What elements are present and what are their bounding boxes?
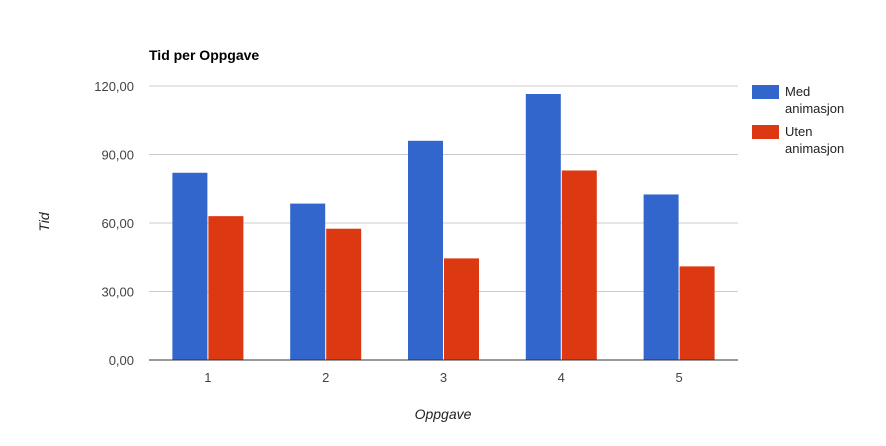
legend: Med animasjon Uten animasjon [752, 84, 844, 156]
x-tick-label: 1 [204, 370, 211, 385]
y-tick-label: 60,00 [101, 216, 134, 231]
y-tick-label: 0,00 [109, 353, 134, 368]
x-tick-label: 3 [440, 370, 447, 385]
x-axis-title: Oppgave [415, 406, 472, 422]
y-tick-label: 90,00 [101, 148, 134, 163]
bar-uten-1 [208, 216, 244, 360]
legend-label: animasjon [785, 101, 844, 116]
legend-label: animasjon [785, 141, 844, 156]
bar-uten-3 [444, 258, 479, 360]
y-axis-ticks: 0,00 30,00 60,00 90,00 120,00 [94, 79, 134, 368]
bar-med-1 [172, 172, 208, 360]
legend-swatch [752, 85, 779, 99]
y-tick-label: 120,00 [94, 79, 134, 94]
y-axis-title: Tid [36, 211, 52, 232]
y-tick-label: 30,00 [101, 285, 134, 300]
bar-med-2 [290, 203, 326, 360]
gridlines [149, 85, 738, 292]
bars [172, 93, 715, 360]
x-tick-label: 5 [675, 370, 682, 385]
x-tick-label: 2 [322, 370, 329, 385]
legend-swatch [752, 125, 779, 139]
x-tick-label: 4 [558, 370, 565, 385]
bar-uten-5 [679, 266, 715, 360]
bar-med-5 [643, 194, 679, 360]
bar-uten-2 [326, 228, 362, 360]
legend-label: Uten [785, 124, 812, 139]
bar-med-3 [408, 140, 443, 360]
bar-med-4 [525, 93, 561, 360]
chart-title: Tid per Oppgave [149, 47, 259, 63]
legend-label: Med [785, 84, 810, 99]
bar-uten-4 [561, 170, 597, 360]
x-axis-ticks: 1 2 3 4 5 [204, 370, 682, 385]
